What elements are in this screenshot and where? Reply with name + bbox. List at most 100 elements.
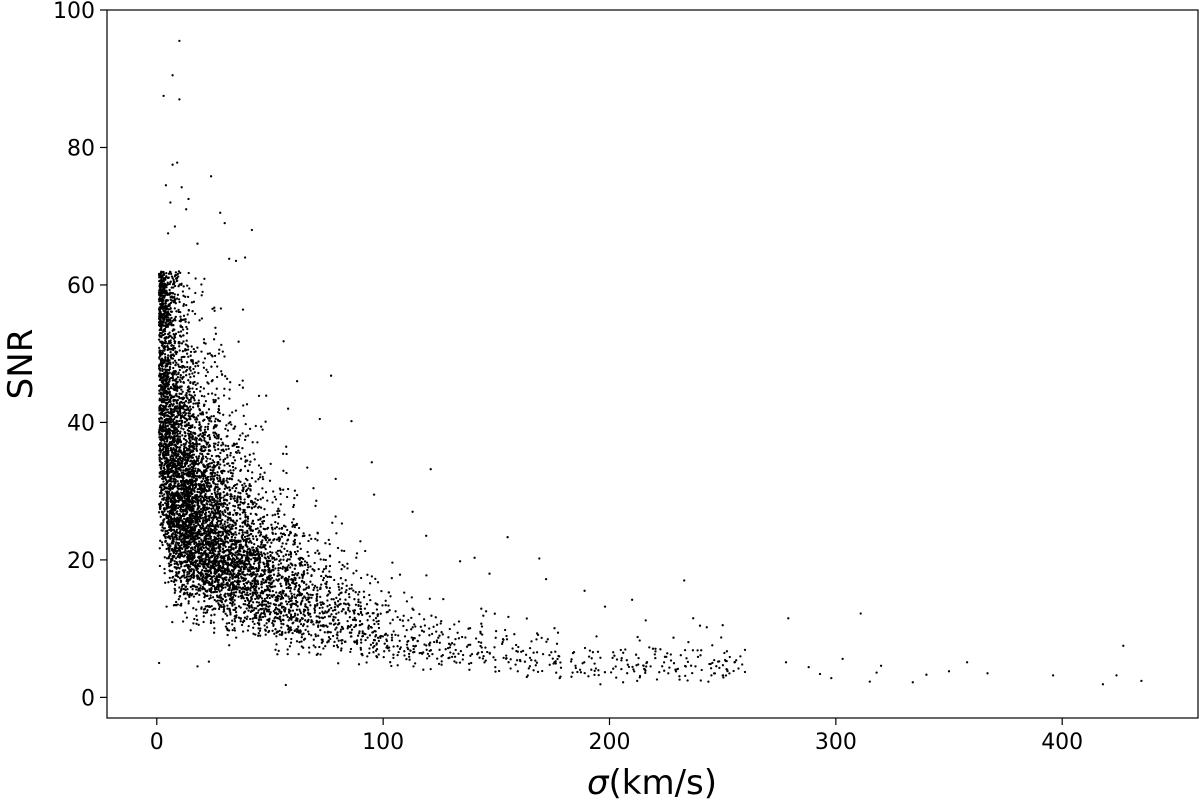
data-point (233, 620, 237, 623)
data-point (275, 643, 278, 646)
data-point (267, 581, 271, 584)
data-point (334, 616, 337, 619)
data-point (359, 540, 362, 543)
data-point (158, 460, 162, 463)
data-point (244, 513, 247, 517)
data-point (420, 629, 424, 632)
data-point (263, 565, 267, 568)
data-point (179, 315, 182, 318)
data-point (494, 658, 497, 662)
data-point (171, 570, 174, 573)
data-point (186, 429, 189, 432)
data-point (530, 640, 533, 643)
data-point (217, 352, 221, 355)
data-point (527, 667, 530, 670)
data-point (189, 523, 193, 526)
data-point (208, 597, 211, 600)
data-point (194, 383, 197, 387)
data-point (219, 463, 222, 466)
data-point (197, 371, 200, 375)
data-point (182, 428, 185, 431)
data-point (307, 539, 310, 543)
data-point (278, 615, 281, 618)
data-point (209, 621, 213, 625)
data-point (213, 360, 217, 364)
data-point (626, 672, 629, 675)
data-point (555, 642, 559, 645)
data-point (373, 622, 376, 626)
data-point (315, 586, 319, 589)
data-point (191, 372, 194, 375)
data-point (249, 610, 253, 614)
data-point (286, 652, 289, 656)
data-point (515, 659, 519, 662)
data-point (236, 572, 240, 575)
data-point (185, 575, 189, 578)
data-point (254, 527, 258, 531)
data-point (502, 638, 505, 641)
data-point (192, 595, 196, 598)
data-point (265, 622, 268, 625)
data-point (341, 563, 344, 567)
data-point (208, 558, 211, 561)
data-point (208, 419, 211, 422)
data-point (480, 625, 484, 628)
data-point (328, 575, 331, 578)
data-point (552, 662, 555, 665)
data-point (593, 662, 596, 665)
data-point (228, 539, 232, 542)
data-point (728, 672, 731, 675)
data-point (212, 621, 215, 624)
data-point (368, 634, 372, 637)
data-point (192, 362, 195, 365)
data-point (541, 669, 544, 673)
data-point (452, 652, 455, 655)
data-point (213, 488, 216, 492)
data-point (237, 576, 240, 580)
data-point (222, 460, 225, 463)
data-point (312, 487, 315, 490)
data-point (401, 619, 404, 622)
data-point (358, 630, 361, 633)
data-point (238, 532, 241, 535)
data-point (266, 536, 269, 540)
data-point (166, 398, 169, 401)
data-point (224, 457, 227, 460)
data-point (259, 506, 263, 509)
data-point (251, 535, 255, 538)
data-point (225, 499, 229, 502)
data-point (239, 469, 242, 473)
data-point (328, 603, 331, 607)
data-point (303, 563, 307, 567)
data-point (214, 332, 218, 335)
data-point (390, 633, 394, 636)
data-point (284, 607, 287, 610)
data-point (184, 295, 187, 298)
data-point (233, 459, 237, 462)
data-point (252, 452, 255, 455)
data-point (238, 507, 242, 510)
data-point (178, 401, 182, 404)
data-point (331, 634, 335, 638)
data-point (299, 610, 302, 613)
data-point (595, 635, 598, 638)
data-point (298, 576, 301, 579)
data-point (219, 307, 223, 310)
data-point (186, 473, 189, 476)
data-point (251, 601, 255, 604)
data-point (318, 616, 321, 619)
data-point (228, 609, 231, 612)
data-point (203, 565, 206, 568)
data-point (189, 400, 192, 403)
data-point (593, 673, 596, 677)
data-point (176, 405, 179, 408)
data-point (308, 612, 312, 616)
data-point (397, 650, 400, 654)
data-point (243, 535, 247, 539)
data-point (219, 516, 222, 520)
data-point (317, 567, 320, 571)
data-point (177, 285, 180, 288)
data-point (425, 648, 428, 651)
data-point (209, 521, 212, 525)
data-point (246, 469, 250, 473)
